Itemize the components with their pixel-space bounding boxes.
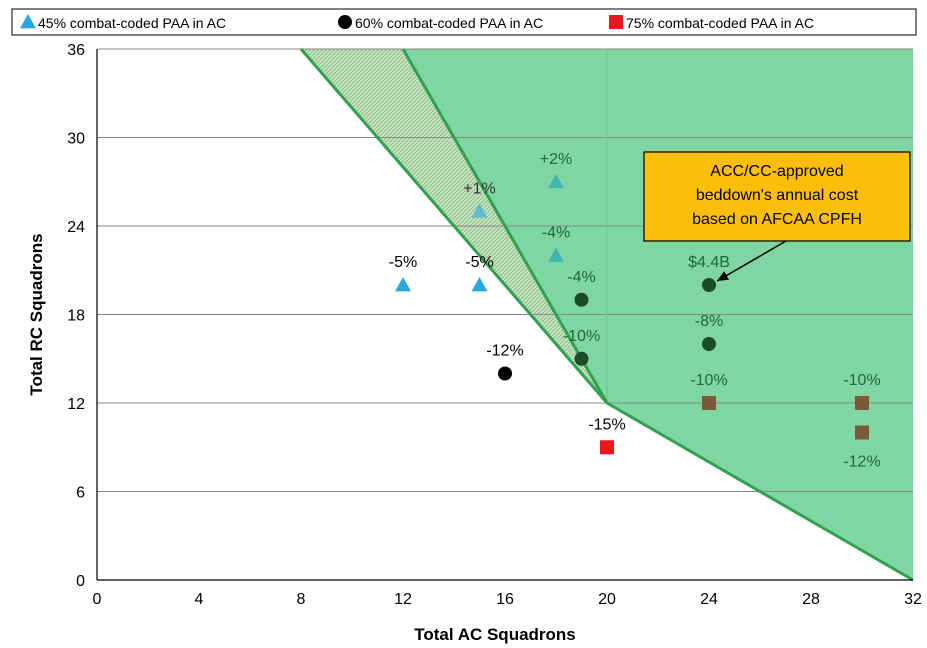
point-circle-1 — [498, 366, 512, 381]
y-tick-label: 24 — [67, 219, 85, 236]
point-label: -10% — [690, 372, 727, 389]
point-triangle-4 — [548, 247, 564, 262]
annotation-line-3: based on AFCAA CPFH — [692, 211, 862, 228]
point-label: +2% — [540, 151, 572, 168]
point-label: -5% — [389, 254, 417, 271]
point-label: -10% — [843, 372, 880, 389]
point-label: -15% — [588, 416, 625, 433]
annotation-line-2: beddown's annual cost — [696, 187, 859, 204]
point-triangle-2 — [471, 277, 488, 292]
point-label: -4% — [542, 225, 570, 242]
boundary-inner-line — [401, 48, 609, 404]
legend: 45% combat-coded PAA in AC 60% combat-cod… — [11, 8, 917, 36]
legend-entry-1: 45% combat-coded PAA in AC — [38, 15, 226, 31]
point-square-3 — [855, 396, 869, 410]
x-tick-label: 16 — [496, 591, 514, 608]
annotation: ACC/CC-approved beddown's annual cost base… — [643, 151, 911, 282]
point-circle-3 — [574, 292, 589, 307]
point-square-2 — [702, 396, 716, 410]
legend-marker-1 — [20, 14, 36, 29]
point-label: +1% — [463, 180, 495, 197]
boundary-line — [299, 48, 914, 582]
x-tick-label: 24 — [700, 591, 718, 608]
x-tick-label: 32 — [904, 591, 922, 608]
point-triangle-1 — [395, 277, 411, 292]
y-tick-label: 36 — [67, 42, 85, 59]
y-tick-label: 6 — [76, 485, 85, 502]
point-square-4 — [855, 425, 869, 440]
x-tick-label: 8 — [297, 591, 306, 608]
legend-marker-2 — [338, 15, 352, 29]
annotation-box — [643, 151, 911, 242]
point-label: -12% — [843, 454, 880, 471]
legend-marker-3 — [609, 15, 623, 29]
point-square-1 — [600, 440, 614, 455]
y-axis-title: Total RC Squadrons — [27, 233, 46, 395]
x-tick-label: 0 — [93, 591, 102, 608]
x-tick-label: 12 — [394, 591, 412, 608]
point-label: -5% — [465, 254, 493, 271]
point-circle-4 — [702, 278, 716, 292]
annotation-arrowhead — [717, 271, 730, 281]
legend-entry-3: 75% combat-coded PAA in AC — [626, 15, 814, 31]
point-label: -8% — [695, 313, 723, 330]
y-tick-label: 18 — [67, 308, 85, 325]
x-tick-label: 28 — [802, 591, 820, 608]
legend-entry-2: 60% combat-coded PAA in AC — [355, 15, 543, 31]
annotation-line-1: ACC/CC-approved — [710, 163, 843, 180]
legend-box — [11, 8, 917, 36]
point-label: -4% — [567, 269, 595, 286]
tick-labels: 0 4 8 12 16 20 24 28 32 0 6 12 18 24 30 36 — [67, 42, 922, 608]
data-points: -5% -5% +1% -4% +2% -12% -10% -4% $4.4B -8% -15% -1… — [389, 151, 881, 471]
x-axis-title: Total AC Squadrons — [414, 625, 576, 644]
x-tick-label: 20 — [598, 591, 616, 608]
y-tick-label: 30 — [67, 131, 85, 148]
x-tick-label: 4 — [195, 591, 204, 608]
point-circle-2 — [574, 351, 589, 366]
point-label: -10% — [563, 328, 600, 345]
annotation-arrow — [716, 240, 787, 282]
point-triangle-5 — [548, 173, 564, 189]
point-circle-5 — [702, 337, 716, 351]
y-tick-label: 12 — [67, 396, 85, 413]
point-triangle-3 — [471, 203, 488, 218]
point-label: $4.4B — [688, 254, 730, 271]
y-tick-label: 0 — [76, 573, 85, 590]
axes — [96, 49, 913, 581]
point-label: -12% — [486, 343, 523, 360]
